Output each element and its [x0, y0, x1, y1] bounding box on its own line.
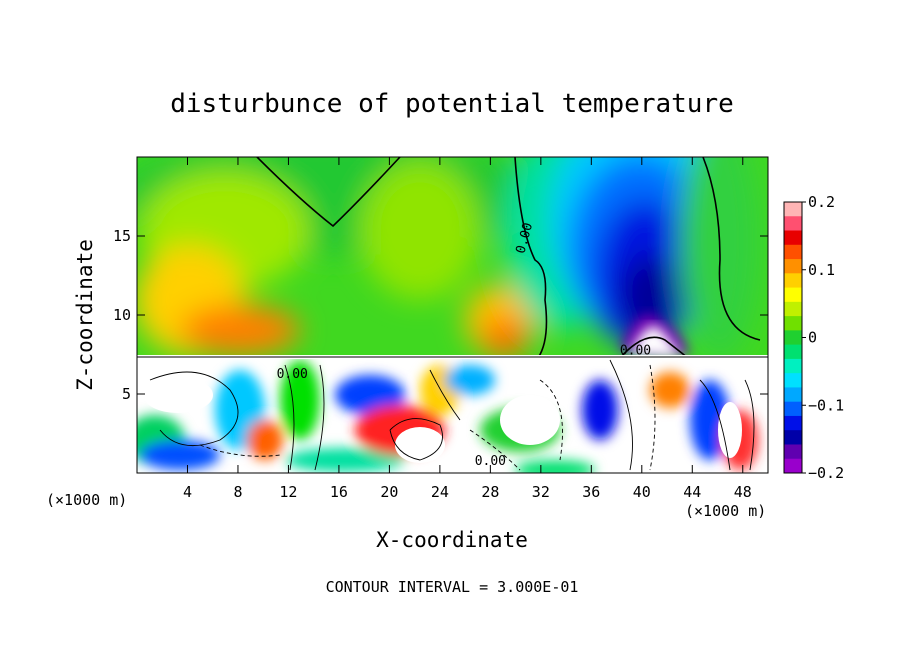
colorbar-tick-label: −0.2 [808, 464, 844, 482]
x-axis-label: X-coordinate [376, 528, 528, 552]
colorbar-tick-label: 0.1 [808, 261, 835, 279]
x-tick-label: 48 [734, 483, 752, 501]
y-tick-label: 15 [113, 227, 131, 245]
colorbar-swatch [784, 273, 802, 289]
y-axis-label: Z-coordinate [73, 239, 97, 391]
x-tick-label: 32 [532, 483, 550, 501]
contour-labels: 0.000.000.000.00 [277, 221, 652, 469]
x-unit-label-left: (×1000 m) [46, 491, 127, 509]
colorbar-swatch [784, 344, 802, 360]
x-tick-label: 28 [481, 483, 499, 501]
contour-interval: CONTOUR INTERVAL = 3.000E-01 [326, 578, 579, 596]
colorbar-tick-label: 0 [808, 329, 817, 347]
colorbar-tick-label: −0.1 [808, 396, 844, 414]
colorbar-swatch [784, 387, 802, 403]
colorbar-swatch [784, 244, 802, 260]
contour-label: 0.00 [620, 344, 651, 359]
colorbar-swatch [784, 202, 802, 217]
x-tick-label: 4 [183, 483, 192, 501]
x-axis: 4 8 12 16 20 24 28 32 36 40 44 48 [183, 157, 752, 501]
x-tick-label: 16 [330, 483, 348, 501]
colorbar-swatch [784, 358, 802, 374]
colorbar-swatch [784, 230, 802, 246]
colorbar-swatch [784, 316, 802, 331]
x-tick-label: 12 [279, 483, 297, 501]
contour-label: 0.00 [277, 367, 308, 382]
colorbar-swatch [784, 259, 802, 274]
colorbar-swatch [784, 216, 802, 232]
x-tick-label: 40 [633, 483, 651, 501]
y-tick-label: 5 [122, 385, 131, 403]
colorbar-swatch [784, 415, 802, 431]
x-tick-label: 36 [582, 483, 600, 501]
temperature-field [137, 157, 768, 473]
colorbar-swatch [784, 373, 802, 388]
colorbar-swatch [784, 444, 802, 460]
x-tick-label: 24 [431, 483, 449, 501]
colorbar-swatch [784, 301, 802, 317]
colorbar: 0.2 0.1 0 −0.1 −0.2 [783, 193, 844, 482]
x-tick-label: 44 [683, 483, 701, 501]
colorbar-swatch [784, 401, 802, 417]
x-tick-label: 20 [380, 483, 398, 501]
x-tick-label: 8 [233, 483, 242, 501]
contour-label: 0.00 [475, 454, 506, 469]
colorbar-swatch [784, 458, 802, 474]
x-unit-label-right: (×1000 m) [685, 502, 766, 520]
colorbar-tick-label: 0.2 [808, 193, 835, 211]
y-axis: 5 10 15 [113, 227, 768, 403]
chart-title: disturbunce of potential temperature [170, 89, 734, 119]
colorbar-swatch [784, 330, 802, 346]
y-tick-label: 10 [113, 306, 131, 324]
colorbar-swatch [784, 430, 802, 445]
colorbar-swatch [784, 287, 802, 303]
